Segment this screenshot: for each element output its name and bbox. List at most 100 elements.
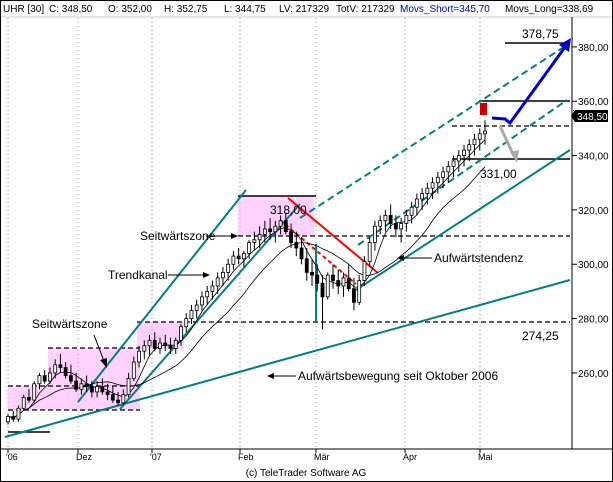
candle: [315, 264, 320, 292]
candle-body: [483, 130, 487, 135]
candle-body: [420, 193, 424, 200]
candle-body: [37, 375, 42, 385]
annotation-arrow: [93, 334, 105, 362]
candle-body: [331, 274, 335, 281]
candle: [189, 305, 194, 325]
candle-body: [289, 231, 293, 243]
candle-body: [179, 326, 183, 341]
candle-body: [278, 220, 283, 227]
x-tick-label: Dez: [76, 452, 93, 462]
candle-body: [247, 242, 252, 254]
annotation-arrowhead: [231, 233, 238, 239]
header-movs-long: Movs_Long=338,69: [505, 4, 594, 15]
candle-body: [414, 198, 419, 208]
candle: [446, 161, 451, 183]
candle-body: [446, 166, 451, 173]
candle: [262, 220, 267, 243]
candle: [472, 133, 477, 156]
candle: [16, 405, 21, 422]
candle: [409, 201, 414, 224]
candle: [252, 231, 257, 251]
candle-body: [137, 350, 141, 363]
candle: [257, 226, 262, 248]
candle: [467, 139, 472, 161]
x-tick-label: '06: [6, 452, 18, 462]
candle-body: [105, 391, 110, 396]
candle-body: [194, 304, 199, 311]
candle: [21, 394, 26, 411]
correction-upper-line: [287, 197, 379, 274]
aufwaertstendenz-line: [355, 149, 571, 291]
header-high: H: 352,75: [164, 4, 208, 15]
candle: [231, 250, 236, 270]
candle-body: [304, 258, 309, 273]
candle: [289, 223, 293, 248]
candle: [435, 171, 440, 194]
candle-body: [310, 271, 314, 276]
candle: [346, 264, 351, 292]
candle: [414, 193, 419, 216]
candle: [100, 378, 105, 395]
x-tick-label: Feb: [238, 452, 254, 462]
candle-body: [451, 160, 456, 167]
candle: [320, 275, 325, 330]
candle: [336, 269, 341, 295]
candle: [48, 367, 52, 384]
candle-body: [215, 277, 220, 287]
candle-body: [336, 280, 341, 287]
annotation-arrowhead: [100, 358, 107, 368]
candle-body: [341, 277, 346, 287]
candle-body: [257, 233, 262, 241]
candle: [53, 359, 58, 379]
candle-body: [152, 339, 157, 349]
last-price-label: 348,50: [577, 112, 608, 123]
candle: [168, 337, 173, 354]
candle: [194, 299, 199, 319]
candle-body: [362, 261, 367, 281]
candle: [236, 247, 241, 265]
candle: [393, 215, 398, 238]
candle: [215, 272, 220, 295]
candle: [42, 370, 47, 384]
candle-body: [100, 386, 105, 393]
y-tick-label: 260,00: [578, 369, 609, 380]
candle: [6, 413, 10, 425]
candle-body: [110, 394, 115, 401]
candle-body: [6, 415, 10, 423]
candle: [451, 155, 456, 178]
range-box-2: [48, 348, 140, 386]
label-seitwaertszone-top: Seitwärtszone: [140, 229, 216, 243]
price-label-331: 331,00: [480, 167, 517, 181]
candle: [367, 237, 372, 267]
candle-body: [79, 383, 84, 390]
candle-body: [352, 288, 356, 303]
candle-body: [325, 274, 330, 298]
candle-body: [346, 277, 351, 290]
label-aufwaertstendenz: Aufwärtstendenz: [434, 251, 523, 265]
candle-body: [42, 375, 47, 382]
candle: [441, 166, 445, 189]
candle: [74, 372, 79, 392]
candle-body: [315, 274, 320, 284]
candle: [200, 291, 204, 311]
y-tick-label: 300,00: [578, 260, 609, 271]
y-axis: 380,00 360,00 340,00 320,00 300,00 280,00 260,…: [572, 43, 609, 380]
candles: [6, 120, 487, 425]
candle: [430, 177, 435, 200]
candle-body: [472, 138, 477, 146]
x-tick-label: Apr: [403, 452, 417, 462]
candle-body: [241, 252, 246, 260]
copyright-footer: (c) TeleTrader Software AG: [246, 468, 367, 479]
candle-body: [435, 176, 440, 184]
candle-body: [200, 296, 204, 306]
candle-body: [231, 255, 236, 265]
price-label-318: 318,00: [270, 203, 307, 217]
candle-body: [48, 372, 52, 382]
plot-area: 378,75 318,00 331,00 274,25 Seitwärtszon…: [1, 16, 612, 450]
candle: [226, 258, 231, 281]
candle-body: [131, 361, 136, 379]
annotation-arrowhead: [397, 255, 404, 261]
gray-arrow: [498, 125, 516, 157]
